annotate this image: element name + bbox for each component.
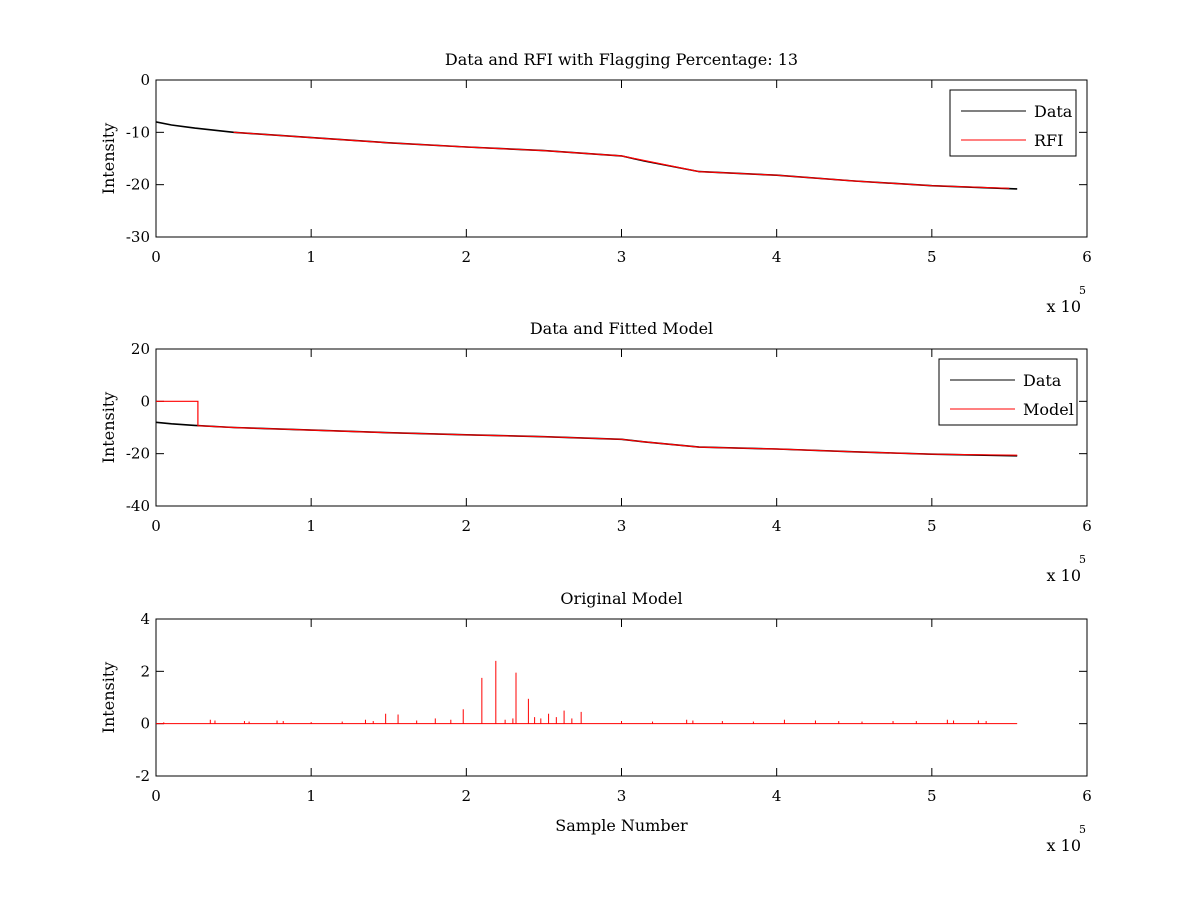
x-tick-label: 5 (927, 517, 937, 535)
x-tick-label: 3 (617, 787, 627, 805)
x-tick-label: 2 (462, 248, 472, 266)
y-tick-label: -20 (126, 445, 150, 463)
x-tick-label: 1 (306, 787, 316, 805)
spike-series (163, 660, 987, 724)
x-tick-label: 2 (462, 517, 472, 535)
x-tick-label: 6 (1082, 787, 1092, 805)
chart-title: Original Model (560, 589, 682, 608)
x-tick-label: 4 (772, 517, 782, 535)
x-tick-label: 2 (462, 787, 472, 805)
y-tick-label: -10 (126, 123, 150, 141)
legend-box (949, 89, 1077, 157)
x-exponent-power: 5 (1079, 823, 1086, 836)
plot-area (155, 79, 1088, 238)
x-tick-label: 0 (151, 787, 161, 805)
x-tick-label: 5 (927, 787, 937, 805)
chart-title: Data and RFI with Flagging Percentage: 1… (445, 50, 798, 69)
series-group (156, 400, 1018, 457)
x-exponent-power: 5 (1079, 284, 1086, 297)
subplot-1: Data and RFI with Flagging Percentage: 1… (99, 50, 1092, 316)
x-tick-label: 4 (772, 248, 782, 266)
legend-label-data: Data (1023, 371, 1062, 390)
x-tick-label: 6 (1082, 248, 1092, 266)
rfi-line (233, 131, 1010, 189)
series-group (156, 660, 1018, 725)
x-tick-label: 0 (151, 248, 161, 266)
plot-area (155, 618, 1088, 777)
plot-area (155, 348, 1088, 507)
x-exponent-base: x 10 (1047, 297, 1081, 316)
y-tick-label: -2 (135, 767, 150, 785)
x-tick-label: 0 (151, 517, 161, 535)
x-tick-label: 3 (617, 248, 627, 266)
legend-label-rfi: RFI (1034, 131, 1063, 150)
x-tick-label: 1 (306, 248, 316, 266)
x-exponent-base: x 10 (1047, 566, 1081, 585)
y-tick-label: 2 (140, 662, 150, 680)
legend-label-data: Data (1034, 102, 1073, 121)
y-tick-label: 4 (140, 610, 150, 628)
subplot-3: Original Model Intensity Sample Number 0 1 2 3… (99, 589, 1092, 855)
y-tick-label: 20 (131, 340, 150, 358)
series-group (156, 121, 1018, 190)
y-axis-label: Intensity (99, 392, 118, 464)
y-tick-label: -20 (126, 176, 150, 194)
y-tick-label: 0 (140, 392, 150, 410)
y-axis-label: Intensity (99, 123, 118, 195)
x-exponent-base: x 10 (1047, 836, 1081, 855)
legend: Data RFI (949, 89, 1077, 157)
x-tick-label: 6 (1082, 517, 1092, 535)
x-exponent-power: 5 (1079, 553, 1086, 566)
y-tick-label: 0 (140, 71, 150, 89)
x-tick-label: 5 (927, 248, 937, 266)
model-line (156, 400, 1018, 456)
x-tick-label: 3 (617, 517, 627, 535)
y-axis-label: Intensity (99, 662, 118, 734)
y-tick-label: 0 (140, 715, 150, 733)
x-tick-label: 4 (772, 787, 782, 805)
y-tick-label: -40 (126, 497, 150, 515)
x-tick-label: 1 (306, 517, 316, 535)
chart-title: Data and Fitted Model (530, 319, 713, 338)
legend-box (938, 358, 1078, 426)
x-axis-label: Sample Number (555, 816, 688, 835)
subplot-2: Data and Fitted Model Intensity 0 1 2 3 4 5 6 20 0… (99, 319, 1092, 585)
y-tick-label: -30 (126, 228, 150, 246)
legend: Data Model (938, 358, 1078, 426)
legend-label-model: Model (1023, 400, 1074, 419)
